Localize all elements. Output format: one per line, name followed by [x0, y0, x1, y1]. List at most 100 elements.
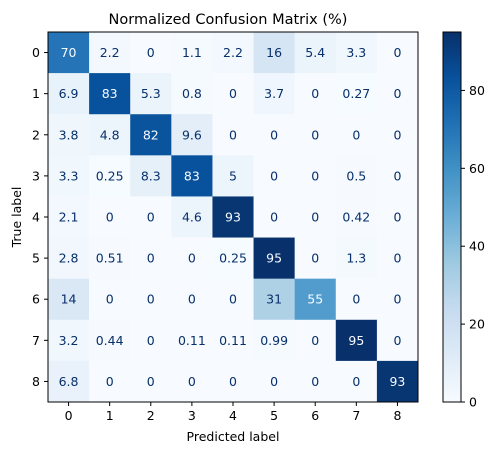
- cell-value-label: 1.3: [346, 251, 366, 266]
- cell-value-label: 0: [311, 374, 319, 389]
- heatmap-cell: [48, 114, 90, 156]
- heatmap-cell: [376, 73, 419, 115]
- cell-value-label: 83: [184, 168, 200, 183]
- cell-value-label: 0: [393, 210, 401, 225]
- heatmap-cell: [171, 32, 213, 74]
- heatmap-cell: [253, 319, 295, 362]
- heatmap-cell: [89, 155, 131, 197]
- heatmap-cell: [130, 196, 172, 238]
- cell-value-label: 4.6: [182, 210, 202, 225]
- cell-value-label: 5.3: [141, 86, 161, 101]
- cell-value-label: 95: [266, 251, 282, 266]
- heatmap-cell: [130, 73, 172, 115]
- colorbar-tick-label: 20: [469, 317, 485, 332]
- heatmap-cell: [376, 319, 419, 362]
- cell-value-label: 4.8: [100, 127, 120, 142]
- cell-value-label: 0: [147, 374, 155, 389]
- cell-value-label: 0.8: [182, 86, 202, 101]
- heatmap-cell: [48, 155, 90, 197]
- cell-value-label: 0: [393, 86, 401, 101]
- heatmap-cell: [253, 114, 295, 156]
- cell-value-label: 1.1: [182, 45, 202, 60]
- cell-value-label: 5.4: [305, 45, 325, 60]
- heatmap-cell: [294, 319, 337, 362]
- x-tick-label: 4: [229, 408, 237, 423]
- heatmap-cell: [376, 114, 419, 156]
- x-tick-label: 7: [352, 408, 360, 423]
- y-tick-label: 7: [32, 333, 40, 348]
- cell-value-label: 0: [229, 374, 237, 389]
- heatmap-cell: [376, 360, 419, 403]
- heatmap-cell: [89, 360, 131, 403]
- heatmap-cell: [212, 73, 254, 115]
- cell-value-label: 0: [270, 127, 278, 142]
- heatmap-cell: [130, 32, 172, 74]
- x-tick-label: 3: [188, 408, 196, 423]
- heatmap-cell: [335, 114, 378, 156]
- y-tick-label: 2: [32, 127, 40, 142]
- cell-value-label: 0: [393, 292, 401, 307]
- heatmap-cell: [253, 32, 295, 74]
- cell-value-label: 0: [311, 127, 319, 142]
- heatmap-cell: [294, 360, 337, 403]
- cell-value-label: 55: [307, 292, 323, 307]
- x-tick-label: 8: [393, 408, 401, 423]
- cell-value-label: 0.5: [346, 168, 366, 183]
- heatmap-cell: [212, 237, 254, 279]
- colorbar-tick-label: 60: [469, 161, 485, 176]
- heatmap-cell: [171, 237, 213, 279]
- heatmap-cell: [89, 196, 131, 238]
- y-axis-ticks: 0 1 2 3 4 5 6 7 8: [32, 45, 48, 389]
- cell-value-label: 0: [393, 251, 401, 266]
- heatmap-cell: [335, 32, 378, 74]
- cell-value-label: 0: [352, 127, 360, 142]
- y-tick-label: 8: [32, 374, 40, 389]
- heatmap-cell: [89, 114, 131, 156]
- heatmap-cell: [48, 32, 90, 74]
- heatmap-cell: [130, 360, 172, 403]
- cell-value-label: 9.6: [182, 127, 202, 142]
- cell-value-label: 0: [352, 374, 360, 389]
- colorbar-tick-label: 40: [469, 239, 485, 254]
- cell-value-label: 93: [389, 374, 405, 389]
- heatmap-cell: [212, 32, 254, 74]
- heatmap-cell: [130, 278, 172, 321]
- cell-value-label: 0.44: [96, 333, 124, 348]
- cell-value-label: 8.3: [141, 168, 161, 183]
- y-tick-label: 5: [32, 251, 40, 266]
- cell-value-label: 0: [106, 374, 114, 389]
- cell-value-label: 3.8: [59, 127, 79, 142]
- cell-value-label: 0: [147, 251, 155, 266]
- heatmap-cell: [89, 73, 131, 115]
- cell-value-label: 0: [147, 292, 155, 307]
- heatmap-cell: [335, 237, 378, 279]
- cell-value-label: 0: [311, 333, 319, 348]
- heatmap-cells: [48, 32, 419, 403]
- heatmap-cell: [335, 73, 378, 115]
- cell-value-label: 14: [61, 292, 77, 307]
- heatmap-cell: [48, 237, 90, 279]
- heatmap-cell: [48, 73, 90, 115]
- cell-value-label: 3.3: [59, 168, 79, 183]
- y-tick-label: 0: [32, 45, 40, 60]
- heatmap-cell: [89, 319, 131, 362]
- colorbar-tick-label: 0: [469, 395, 477, 410]
- cell-value-label: 0: [188, 374, 196, 389]
- y-tick-label: 3: [32, 168, 40, 183]
- cell-value-label: 3.3: [346, 45, 366, 60]
- y-axis-label: True label: [9, 187, 24, 249]
- cell-value-label: 0: [270, 210, 278, 225]
- cell-value-label: 0: [393, 333, 401, 348]
- cell-value-label: 2.2: [100, 45, 120, 60]
- heatmap-cell: [253, 73, 295, 115]
- cell-value-label: 0: [147, 333, 155, 348]
- heatmap-cell: [335, 360, 378, 403]
- cell-value-label: 16: [266, 45, 282, 60]
- heatmap-cell: [212, 114, 254, 156]
- heatmap-cell: [130, 237, 172, 279]
- heatmap-cell: [212, 360, 254, 403]
- cell-value-label: 0: [188, 251, 196, 266]
- cell-value-label: 2.8: [59, 251, 79, 266]
- cell-value-label: 2.1: [59, 210, 79, 225]
- cell-value-label: 0: [352, 292, 360, 307]
